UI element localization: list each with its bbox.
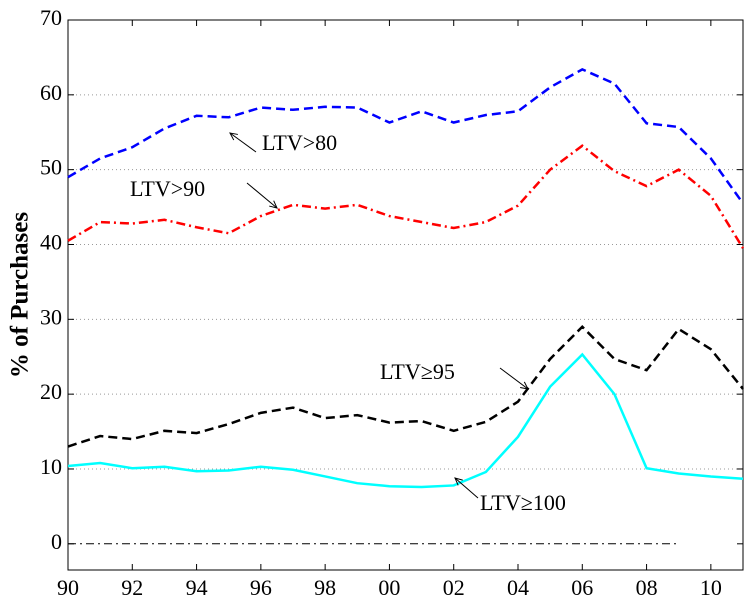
series-annotation: LTV≥100 bbox=[480, 490, 566, 515]
y-tick-label: 10 bbox=[40, 454, 62, 479]
x-tick-label: 04 bbox=[507, 575, 529, 600]
x-tick-label: 96 bbox=[250, 575, 272, 600]
annotation-arrow bbox=[229, 132, 257, 153]
y-tick-label: 20 bbox=[40, 379, 62, 404]
arrow-head bbox=[229, 132, 238, 141]
x-tick-label: 00 bbox=[378, 575, 400, 600]
y-tick-label: 50 bbox=[40, 155, 62, 180]
x-tick-label: 10 bbox=[700, 575, 722, 600]
y-axis-label: % of Purchases bbox=[7, 212, 34, 378]
series-line bbox=[67, 144, 745, 249]
x-tick-label: 90 bbox=[57, 575, 79, 600]
plot-frame bbox=[67, 19, 744, 571]
y-tick-label: 0 bbox=[51, 529, 62, 554]
y-tick-label: 60 bbox=[40, 80, 62, 105]
series-annotation: LTV>90 bbox=[130, 176, 205, 201]
arrow-head bbox=[269, 200, 278, 209]
annotation-arrow bbox=[246, 182, 278, 209]
y-tick-label: 30 bbox=[40, 304, 62, 329]
arrow-head bbox=[454, 477, 463, 486]
y-tick-label: 70 bbox=[40, 5, 62, 30]
x-tick-label: 02 bbox=[443, 575, 465, 600]
series-line bbox=[67, 352, 744, 489]
series-annotation: LTV≥95 bbox=[380, 359, 455, 384]
series-line bbox=[67, 67, 745, 205]
y-tick-label: 40 bbox=[40, 230, 62, 255]
x-tick-label: 98 bbox=[314, 575, 336, 600]
arrow-head bbox=[520, 381, 529, 390]
x-tick-label: 94 bbox=[186, 575, 208, 600]
annotation-arrow bbox=[454, 477, 479, 499]
series-annotation: LTV>80 bbox=[262, 130, 337, 155]
series-line bbox=[67, 325, 744, 448]
annotation-arrow bbox=[499, 367, 529, 390]
x-tick-label: 08 bbox=[636, 575, 658, 600]
x-tick-label: 92 bbox=[121, 575, 143, 600]
x-tick-label: 06 bbox=[571, 575, 593, 600]
